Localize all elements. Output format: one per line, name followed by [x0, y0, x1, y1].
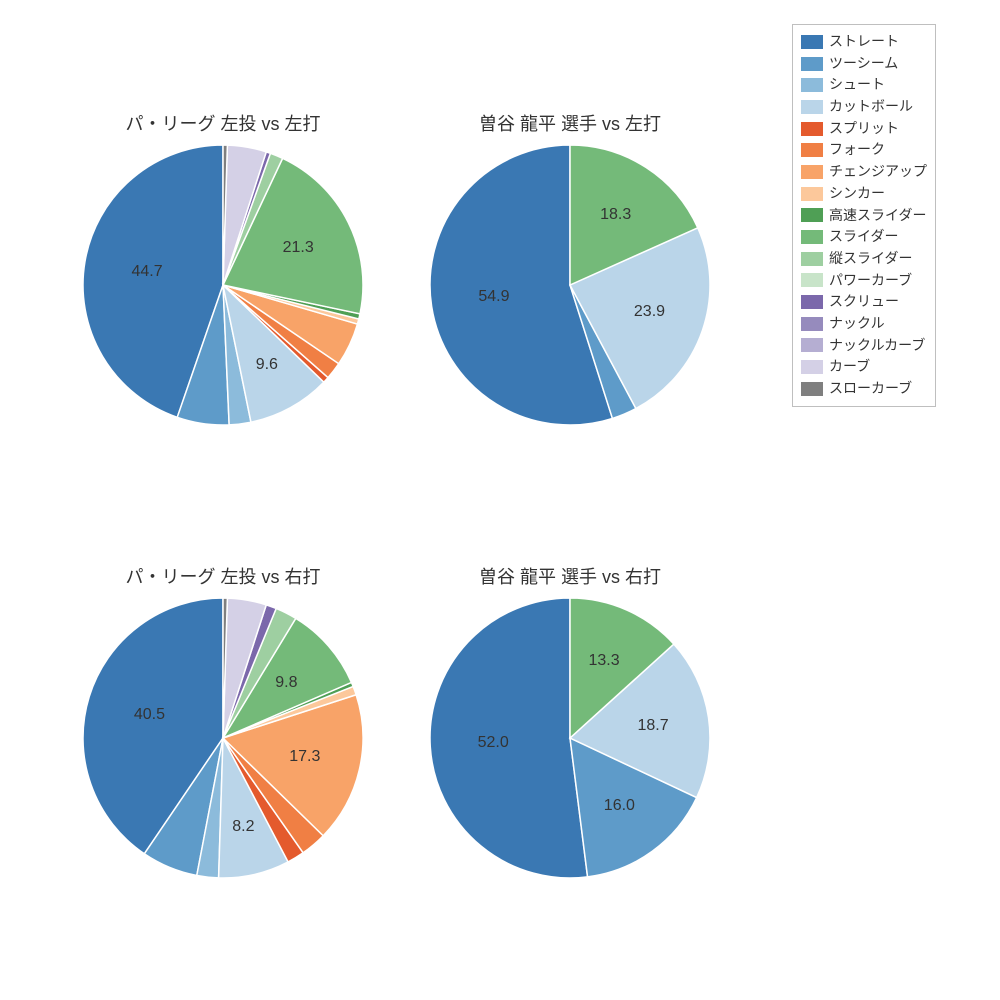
- legend-item: パワーカーブ: [801, 270, 927, 292]
- pie-chart: [81, 143, 365, 427]
- legend-swatch: [801, 338, 823, 352]
- legend-label: カーブ: [829, 356, 870, 378]
- legend-swatch: [801, 100, 823, 114]
- slice-value-label: 18.3: [600, 206, 631, 224]
- legend-item: シンカー: [801, 183, 927, 205]
- slice-value-label: 16.0: [604, 797, 635, 815]
- chart-title: 曽谷 龍平 選手 vs 右打: [420, 563, 720, 589]
- legend-item: スライダー: [801, 226, 927, 248]
- legend-label: 高速スライダー: [829, 205, 926, 227]
- legend-swatch: [801, 57, 823, 71]
- legend-label: スクリュー: [829, 291, 899, 313]
- legend-item: チェンジアップ: [801, 161, 927, 183]
- legend-swatch: [801, 78, 823, 92]
- legend-item: カーブ: [801, 356, 927, 378]
- legend-item: ナックル: [801, 313, 927, 335]
- slice-value-label: 17.3: [289, 748, 320, 766]
- legend-swatch: [801, 295, 823, 309]
- slice-value-label: 21.3: [283, 239, 314, 257]
- legend-item: フォーク: [801, 139, 927, 161]
- figure: ストレートツーシームシュートカットボールスプリットフォークチェンジアップシンカー…: [0, 0, 1000, 1000]
- legend-swatch: [801, 273, 823, 287]
- legend-label: カットボール: [829, 96, 913, 118]
- pie-slice: [430, 598, 588, 878]
- legend-label: スローカーブ: [829, 378, 912, 400]
- legend: ストレートツーシームシュートカットボールスプリットフォークチェンジアップシンカー…: [792, 24, 936, 407]
- legend-swatch: [801, 122, 823, 136]
- legend-item: カットボール: [801, 96, 927, 118]
- legend-label: 縦スライダー: [829, 248, 912, 270]
- slice-value-label: 54.9: [478, 288, 509, 306]
- legend-label: スライダー: [829, 226, 898, 248]
- legend-item: ナックルカーブ: [801, 335, 927, 357]
- legend-swatch: [801, 252, 823, 266]
- slice-value-label: 23.9: [634, 303, 665, 321]
- legend-swatch: [801, 143, 823, 157]
- chart-title: パ・リーグ 左投 vs 左打: [73, 110, 373, 136]
- legend-swatch: [801, 230, 823, 244]
- legend-label: ナックル: [829, 313, 885, 335]
- pie-chart: [428, 596, 712, 880]
- legend-label: フォーク: [829, 139, 885, 161]
- legend-item: スクリュー: [801, 291, 927, 313]
- chart-title: 曽谷 龍平 選手 vs 左打: [420, 110, 720, 136]
- slice-value-label: 44.7: [131, 263, 162, 281]
- slice-value-label: 52.0: [478, 734, 509, 752]
- pie-chart: [81, 596, 365, 880]
- legend-label: シュート: [829, 74, 885, 96]
- pie-chart: [428, 143, 712, 427]
- legend-swatch: [801, 208, 823, 222]
- legend-swatch: [801, 317, 823, 331]
- legend-label: チェンジアップ: [829, 161, 927, 183]
- slice-value-label: 40.5: [134, 706, 165, 724]
- legend-item: ストレート: [801, 31, 927, 53]
- legend-item: 縦スライダー: [801, 248, 927, 270]
- slice-value-label: 9.6: [256, 356, 278, 374]
- slice-value-label: 8.2: [232, 818, 254, 836]
- legend-item: ツーシーム: [801, 53, 927, 75]
- legend-swatch: [801, 360, 823, 374]
- legend-item: 高速スライダー: [801, 205, 927, 227]
- legend-label: ストレート: [829, 31, 899, 53]
- legend-label: ツーシーム: [829, 53, 898, 75]
- legend-label: ナックルカーブ: [829, 335, 925, 357]
- legend-item: スローカーブ: [801, 378, 927, 400]
- slice-value-label: 18.7: [638, 717, 669, 735]
- legend-item: シュート: [801, 74, 927, 96]
- legend-label: スプリット: [829, 118, 899, 140]
- legend-swatch: [801, 187, 823, 201]
- legend-label: シンカー: [829, 183, 885, 205]
- chart-title: パ・リーグ 左投 vs 右打: [73, 563, 373, 589]
- legend-swatch: [801, 382, 823, 396]
- legend-swatch: [801, 35, 823, 49]
- slice-value-label: 9.8: [275, 674, 297, 692]
- slice-value-label: 13.3: [589, 652, 620, 670]
- legend-swatch: [801, 165, 823, 179]
- legend-item: スプリット: [801, 118, 927, 140]
- legend-label: パワーカーブ: [829, 270, 912, 292]
